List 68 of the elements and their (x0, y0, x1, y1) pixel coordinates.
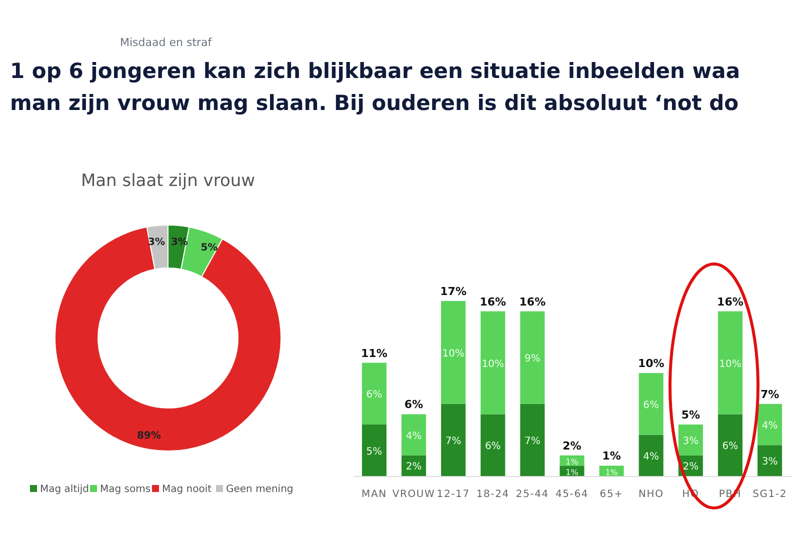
bar (480, 414, 506, 476)
legend-label: Mag altijd (40, 484, 90, 495)
total-label: 17% (440, 285, 467, 298)
x-tick-label: 18-24 (476, 489, 510, 500)
x-tick-label: MAN (362, 489, 387, 500)
total-label: 1% (602, 450, 621, 463)
data-label: 3% (762, 456, 778, 468)
legend-label: Mag nooit (162, 484, 212, 495)
data-label: 5% (366, 446, 382, 458)
data-label: 5% (200, 242, 218, 254)
data-label: 4% (643, 451, 660, 462)
bar (480, 311, 506, 414)
chart-title: Man slaat zijn vrouw (80, 171, 256, 191)
bar (441, 404, 466, 476)
bar (638, 434, 664, 476)
bar (520, 311, 545, 404)
data-label: 7% (524, 436, 540, 447)
total-label: 6% (404, 398, 424, 412)
x-tick-label: NHO (638, 489, 664, 500)
legend-label: Geen mening (226, 484, 294, 495)
total-label: 16% (717, 295, 744, 308)
data-label: 6% (643, 400, 660, 411)
total-label: 2% (562, 439, 582, 452)
x-tick-label: VROUW (392, 489, 436, 500)
bar (362, 424, 386, 476)
bar (758, 445, 782, 476)
total-label: 16% (519, 295, 546, 308)
bar (441, 301, 466, 404)
data-label: 7% (445, 436, 462, 447)
x-tick-label: 12-17 (436, 489, 470, 500)
x-tick-label: 65+ (600, 489, 624, 500)
text: man zijn vrouw mag slaan. Bij ouderen is dit absoluut ‘not do (10, 91, 739, 115)
data-label: 6% (722, 441, 738, 452)
donut-slice (54, 226, 282, 452)
data-label: 2% (406, 462, 422, 473)
data-label: 10% (719, 358, 742, 370)
bar (678, 424, 703, 456)
x-tick-label: 25-44 (516, 489, 549, 500)
data-label: 10% (482, 358, 504, 370)
data-label: 89% (136, 430, 161, 442)
bar (758, 404, 782, 446)
data-label: 1% (566, 468, 579, 477)
data-label: 1% (566, 458, 579, 467)
data-label: 6% (366, 390, 382, 401)
data-label: 10% (442, 348, 464, 360)
x-tick-label: SG1-2 (752, 489, 787, 500)
legend-label: Mag soms (100, 484, 151, 495)
total-label: 16% (480, 295, 506, 308)
data-label: 3% (682, 436, 699, 447)
total-label: 5% (681, 408, 700, 422)
text: 1 op 6 jongeren kan zich blijkbaar een situatie inbeelden waa (10, 59, 740, 83)
total-label: 10% (638, 357, 664, 370)
bar (402, 414, 426, 456)
bar (718, 311, 742, 414)
bar (520, 404, 545, 476)
total-label: 11% (361, 346, 388, 360)
data-label: 2% (682, 462, 699, 473)
data-label: 4% (406, 430, 422, 442)
bar (718, 414, 742, 476)
data-label: 6% (484, 441, 501, 452)
data-label: 9% (524, 354, 540, 365)
bar (362, 362, 386, 425)
x-tick-label: 45-64 (555, 489, 589, 500)
data-label: 4% (762, 420, 778, 432)
data-label: 1% (605, 468, 618, 477)
bar (638, 373, 664, 435)
text: Misdaad en straf (120, 36, 213, 49)
total-label: 7% (760, 388, 780, 401)
